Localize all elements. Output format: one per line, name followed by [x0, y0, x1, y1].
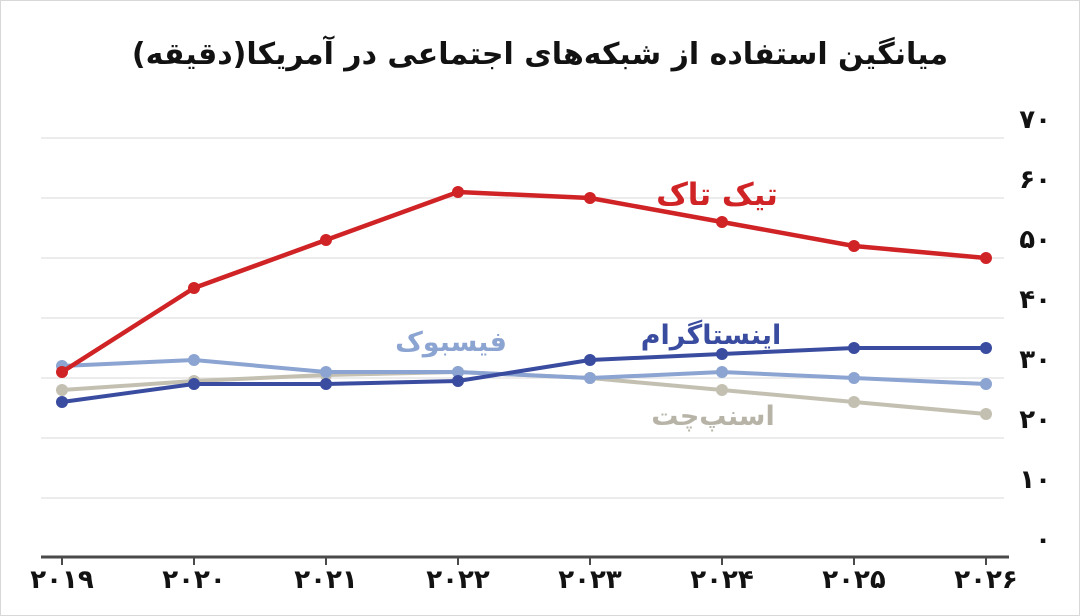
- x-tick-label: ۲۰۲۳: [558, 565, 622, 595]
- tiktok-point: [584, 192, 596, 204]
- snapchat-point: [56, 384, 68, 396]
- instagram-point: [584, 354, 596, 366]
- x-tick-label: ۲۰۲۰: [162, 565, 225, 595]
- x-tick-label: ۲۰۲۴: [690, 565, 753, 595]
- tiktok-point: [716, 216, 728, 228]
- tiktok-point: [848, 240, 860, 252]
- y-tick-label: ۰: [1035, 525, 1051, 555]
- facebook-point: [848, 372, 860, 384]
- y-tick-label: ۳۰: [1019, 345, 1051, 375]
- instagram-point: [848, 342, 860, 354]
- facebook-point: [584, 372, 596, 384]
- tiktok-point: [452, 186, 464, 198]
- y-tick-label: ۶۰: [1019, 165, 1051, 195]
- x-tick-label: ۲۰۲۶: [954, 565, 1017, 595]
- instagram-line: [60, 346, 988, 404]
- facebook-label: فیسبوک: [395, 327, 507, 358]
- tiktok-point: [320, 234, 332, 246]
- tiktok-point: [56, 366, 68, 378]
- y-tick-label: ۱۰: [1019, 465, 1051, 495]
- x-tick-label: ۲۰۱۹: [30, 565, 94, 595]
- instagram-point: [188, 378, 200, 390]
- tiktok-point: [980, 252, 992, 264]
- y-tick-label: ۷۰: [1019, 105, 1051, 135]
- x-tick-label: ۲۰۲۵: [822, 565, 886, 595]
- tiktok-line: [59, 189, 989, 375]
- facebook-point: [452, 366, 464, 378]
- y-tick-label: ۲۰: [1019, 405, 1051, 435]
- x-tick-label: ۲۰۲۲: [426, 565, 490, 595]
- tiktok-label: تیک تاک: [656, 177, 778, 213]
- snapchat-point: [980, 408, 992, 420]
- x-tick-label: ۲۰۲۱: [294, 565, 357, 595]
- y-tick-label: ۴۰: [1019, 285, 1051, 315]
- facebook-point: [188, 354, 200, 366]
- facebook-point: [980, 378, 992, 390]
- y-tick-label: ۵۰: [1019, 225, 1051, 255]
- tiktok-point: [188, 282, 200, 294]
- instagram-point: [980, 342, 992, 354]
- instagram-point: [320, 378, 332, 390]
- instagram-label: اینستاگرام: [641, 319, 782, 351]
- chart-title: میانگین استفاده از شبکه‌های اجتماعی در آ…: [131, 37, 949, 72]
- instagram-point: [716, 348, 728, 360]
- facebook-point: [320, 366, 332, 378]
- instagram-point: [56, 396, 68, 408]
- instagram-point: [452, 375, 464, 387]
- facebook-point: [716, 366, 728, 378]
- facebook-line: [60, 358, 988, 386]
- snapchat-point: [848, 396, 860, 408]
- snapchat-label: اسنپ‌چت: [651, 401, 774, 432]
- snapchat-point: [716, 384, 728, 396]
